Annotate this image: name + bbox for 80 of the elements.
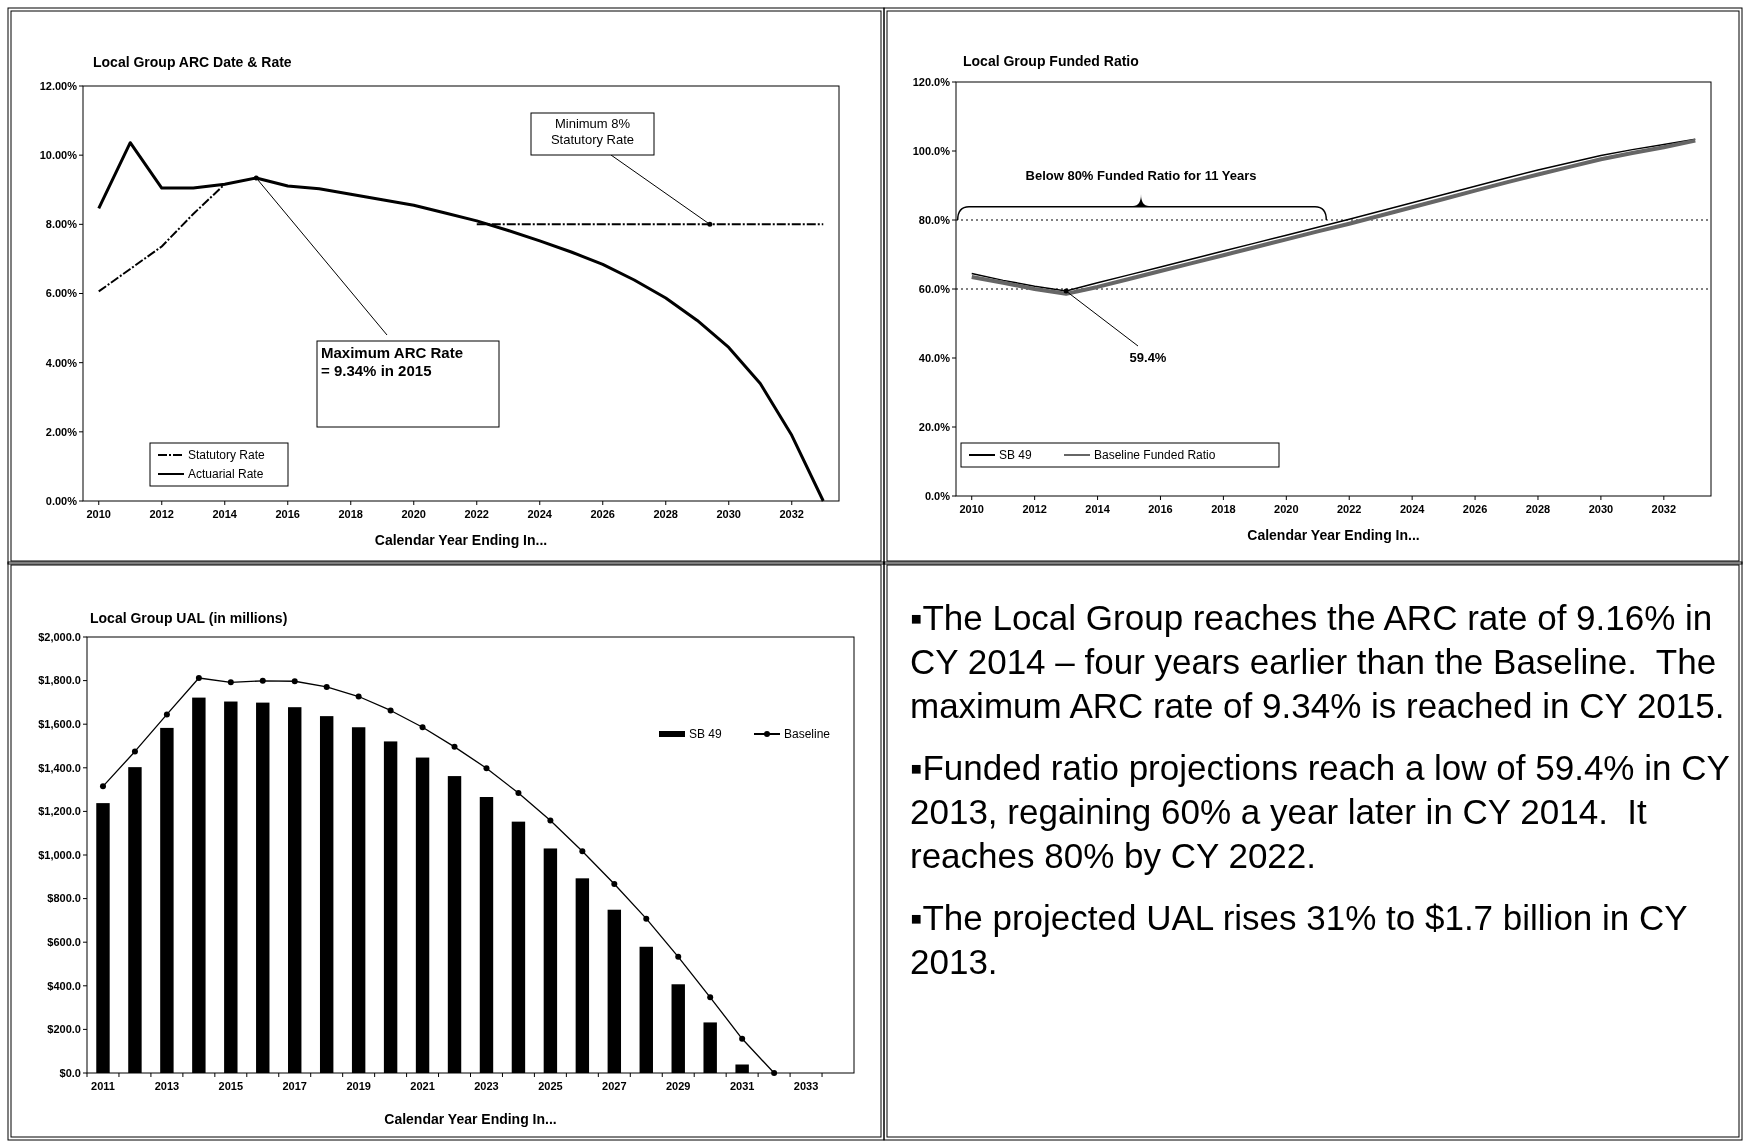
- x-tick-label: 2026: [1462, 503, 1488, 515]
- y-tick-label: $2,000.0: [38, 630, 81, 643]
- y-tick-label: $1,800.0: [38, 674, 81, 687]
- annotation: Below 80% Funded Ratio for 11 Years: [1025, 168, 1257, 183]
- x-tick-label: 2025: [538, 1080, 563, 1092]
- x-tick-label: 2020: [401, 508, 426, 520]
- x-tick-label: 2024: [1399, 503, 1426, 515]
- legend-label: SB 49: [689, 727, 723, 742]
- x-tick-label: 2013: [154, 1080, 180, 1092]
- legend-label: Baseline: [784, 727, 831, 742]
- y-tick-label: 20.0%: [918, 420, 951, 433]
- x-tick-label: 2018: [1211, 503, 1236, 515]
- x-tick-label: 2030: [1588, 503, 1614, 515]
- y-tick-label: $200.0: [47, 1023, 81, 1036]
- x-tick-label: 2018: [338, 508, 363, 520]
- y-tick-label: $800.0: [47, 892, 81, 905]
- y-tick-label: 12.00%: [39, 79, 78, 92]
- x-tick-label: 2024: [527, 508, 553, 520]
- x-tick-label: 2010: [959, 503, 984, 515]
- x-tick-label: 2016: [1148, 503, 1173, 515]
- legend-label: Statutory Rate: [188, 448, 266, 463]
- y-tick-label: 0.00%: [45, 494, 78, 507]
- x-tick-label: 2023: [474, 1080, 499, 1092]
- y-tick-label: 100.0%: [912, 144, 951, 157]
- chart-title: Local Group ARC Date & Rate: [93, 54, 292, 70]
- x-tick-label: 2030: [716, 508, 741, 520]
- x-tick-label: 2031: [729, 1080, 755, 1092]
- x-tick-label: 2032: [779, 508, 804, 520]
- x-tick-label: 2022: [464, 508, 489, 520]
- y-tick-label: $1,400.0: [38, 761, 81, 774]
- x-axis-title: Calendar Year Ending In...: [374, 532, 548, 548]
- x-tick-label: 2028: [653, 508, 678, 520]
- x-tick-label: 2016: [275, 508, 300, 520]
- x-axis-title: Calendar Year Ending In...: [384, 1111, 557, 1127]
- x-tick-label: 2015: [218, 1080, 244, 1092]
- x-tick-label: 2032: [1651, 503, 1677, 515]
- y-tick-label: 8.00%: [45, 218, 78, 231]
- y-tick-label: $1,200.0: [38, 805, 81, 818]
- y-tick-label: $0.0: [59, 1066, 81, 1079]
- x-tick-label: 2010: [86, 508, 111, 520]
- y-tick-label: $1,000.0: [38, 848, 81, 861]
- legend-label: Actuarial Rate: [188, 467, 264, 482]
- x-tick-label: 2019: [346, 1080, 371, 1092]
- legend-label: SB 49: [999, 448, 1033, 463]
- y-tick-label: 0.0%: [924, 489, 951, 502]
- text: ▪The Local Group reaches the ARC rate of 9.16% in CY 2014 – four years earlier than the Baseline. The maximum ARC rate of 9.34% is reached in CY 2015.: [910, 597, 1726, 727]
- y-tick-label: $400.0: [47, 979, 81, 992]
- annotation: 59.4%: [1129, 350, 1167, 365]
- x-tick-label: 2017: [282, 1080, 307, 1092]
- annotation: Minimum 8% Statutory Rate: [550, 116, 635, 147]
- x-tick-label: 2029: [665, 1080, 691, 1092]
- x-tick-label: 2012: [1022, 503, 1047, 515]
- y-tick-label: 2.00%: [45, 425, 78, 438]
- x-tick-label: 2021: [410, 1080, 435, 1092]
- x-axis-title: Calendar Year Ending In...: [1247, 527, 1420, 543]
- y-tick-label: 10.00%: [39, 149, 78, 162]
- x-tick-label: 2026: [590, 508, 615, 520]
- y-tick-label: 60.0%: [918, 282, 951, 295]
- x-tick-label: 2022: [1336, 503, 1362, 515]
- chart-title: Local Group Funded Ratio: [963, 53, 1139, 69]
- y-tick-label: 120.0%: [912, 75, 951, 88]
- y-tick-label: $600.0: [47, 936, 81, 949]
- text: ▪The projected UAL rises 31% to $1.7 billion in CY 2013.: [910, 897, 1688, 983]
- x-tick-label: 2014: [1085, 503, 1111, 515]
- x-tick-label: 2027: [602, 1080, 627, 1092]
- legend-label: Baseline Funded Ratio: [1094, 448, 1216, 463]
- x-tick-label: 2014: [212, 508, 238, 520]
- x-tick-label: 2033: [793, 1080, 819, 1092]
- text: ▪Funded ratio projections reach a low of 59.4% in CY 2013, regaining 60% a year later in CY 2014. It reaches 80% by CY 2022.: [910, 747, 1730, 877]
- x-tick-label: 2012: [149, 508, 174, 520]
- x-tick-label: 2020: [1274, 503, 1299, 515]
- y-tick-label: 6.00%: [45, 287, 78, 300]
- y-tick-label: 80.0%: [918, 213, 951, 226]
- x-tick-label: 2011: [91, 1080, 115, 1092]
- y-tick-label: 4.00%: [45, 356, 78, 369]
- annotation: Maximum ARC Rate = 9.34% in 2015: [321, 344, 463, 379]
- x-tick-label: 2028: [1525, 503, 1551, 515]
- y-tick-label: $1,600.0: [38, 718, 81, 731]
- chart-title: Local Group UAL (in millions): [90, 610, 288, 626]
- y-tick-label: 40.0%: [918, 351, 951, 364]
